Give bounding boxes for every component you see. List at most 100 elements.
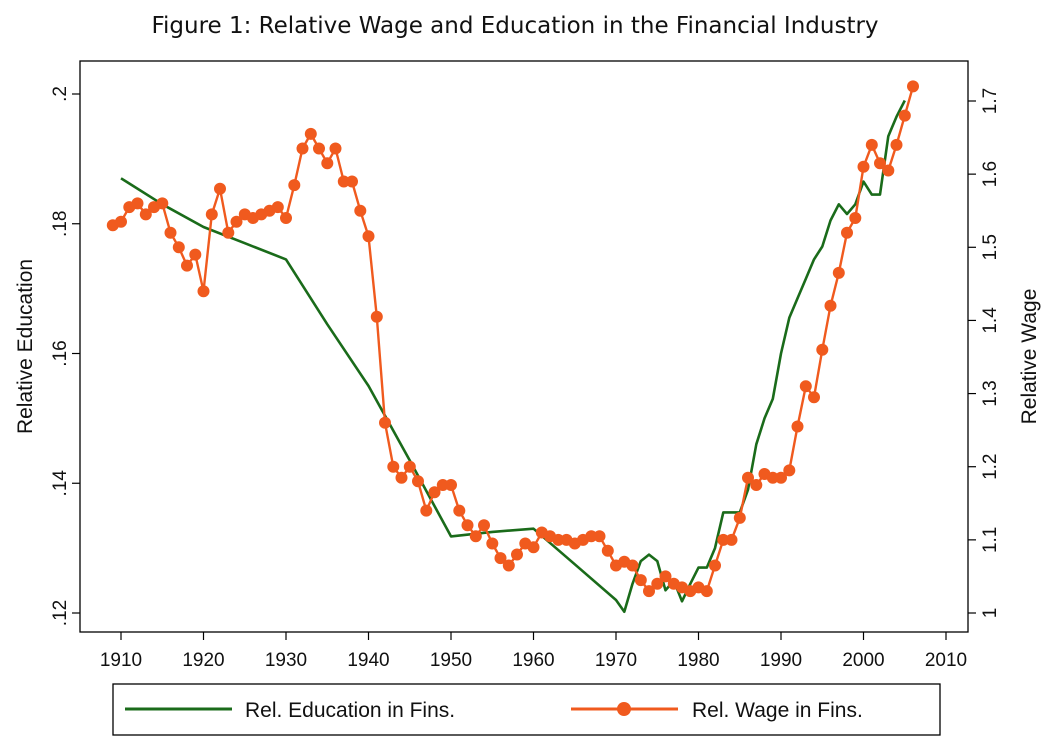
data-point (849, 212, 862, 224)
y-left-tick-label: .12 (50, 600, 71, 626)
data-point (172, 241, 185, 254)
data-point (395, 471, 408, 484)
data-point (832, 266, 845, 279)
data-point (387, 460, 400, 473)
legend-label-wage: Rel. Wage in Fins. (692, 699, 863, 722)
y-right-tick-label: 1.5 (980, 234, 1001, 260)
data-point (469, 530, 482, 543)
data-point (346, 175, 358, 188)
data-point (882, 164, 895, 177)
y-left-axis-label: Relative Education (14, 259, 37, 434)
data-point (511, 548, 523, 561)
y-right-tick-label: 1.2 (980, 454, 1001, 480)
x-tick-label: 1920 (182, 650, 224, 671)
y-right-axis-label: Relative Wage (1018, 289, 1041, 425)
data-point (280, 212, 292, 224)
x-tick-label: 2010 (925, 650, 967, 671)
data-point (700, 585, 713, 598)
x-tick-label: 1940 (347, 650, 389, 671)
y-right-tick-label: 1 (980, 608, 1001, 619)
data-point (643, 585, 655, 598)
legend-marker-wage (617, 702, 631, 716)
data-point (370, 310, 383, 323)
y-left-tick-label: .14 (50, 470, 71, 497)
data-point (626, 559, 639, 572)
data-point (601, 544, 614, 557)
data-point (181, 259, 193, 272)
data-point (403, 460, 416, 473)
data-point (222, 226, 235, 239)
data-point (733, 511, 746, 524)
y-right-tick-label: 1.1 (980, 527, 1001, 553)
data-point (552, 533, 565, 546)
data-point (865, 138, 878, 151)
legend-box (112, 683, 941, 736)
data-point (486, 537, 499, 550)
data-point (230, 215, 243, 228)
data-point (634, 574, 647, 587)
data-point (857, 160, 870, 173)
data-point (321, 157, 334, 170)
data-point (799, 380, 812, 393)
x-tick-label: 1960 (512, 650, 554, 671)
data-point (115, 215, 127, 228)
chart-title: Figure 1: Relative Wage and Education in… (151, 13, 878, 39)
data-point (354, 204, 367, 217)
data-point (412, 475, 424, 488)
y-left-tick-label: .18 (50, 211, 71, 237)
data-point (502, 559, 515, 572)
data-point (304, 127, 317, 140)
data-point (205, 208, 218, 221)
legend: Rel. Education in Fins. Rel. Wage in Fins… (112, 683, 941, 736)
data-point (816, 343, 829, 356)
data-point (808, 391, 820, 404)
data-point (271, 201, 284, 214)
x-tick-label: 1950 (430, 650, 472, 671)
data-point (725, 533, 738, 546)
data-point (313, 142, 325, 155)
data-point (890, 138, 903, 151)
data-point (527, 541, 540, 554)
x-tick-label: 1970 (595, 650, 637, 671)
y-right-tick-label: 1.4 (980, 307, 1001, 334)
series-line (112, 86, 915, 593)
axes: 1910 1920 1930 1940 1950 1960 1970 1980 1990 2000… (14, 60, 1041, 671)
plot-frame (79, 60, 969, 633)
series-line (120, 99, 906, 614)
y-left-tick-label: .2 (50, 86, 71, 102)
y-right-tick-label: 1.6 (980, 161, 1001, 187)
data-point (841, 226, 853, 239)
data-point (824, 299, 837, 312)
data-point (651, 577, 664, 590)
data-point (420, 504, 433, 517)
x-tick-label: 1990 (760, 650, 802, 671)
data-point (659, 570, 672, 583)
data-point (131, 197, 144, 210)
data-point (709, 559, 721, 572)
data-point (478, 519, 490, 532)
y-right-tick-label: 1.7 (980, 88, 1001, 114)
data-point (791, 420, 804, 433)
data-point (874, 157, 886, 170)
data-point (766, 471, 779, 484)
data-point (189, 248, 202, 261)
x-tick-label: 1980 (677, 650, 719, 671)
data-point (717, 533, 730, 546)
data-point (461, 519, 474, 532)
y-left-tick-label: .16 (50, 340, 71, 366)
data-point (783, 464, 796, 477)
x-tick-label: 1910 (100, 650, 142, 671)
data-point (329, 142, 342, 155)
x-tick-label: 2000 (842, 650, 884, 671)
data-point (288, 179, 301, 192)
data-point (296, 142, 309, 155)
data-point (445, 479, 457, 491)
data-point (775, 471, 787, 484)
data-point (585, 530, 598, 543)
data-point (362, 230, 375, 243)
data-point (750, 479, 763, 491)
data-point (907, 80, 919, 93)
x-tick-label: 1930 (265, 650, 307, 671)
data-point (214, 182, 226, 195)
